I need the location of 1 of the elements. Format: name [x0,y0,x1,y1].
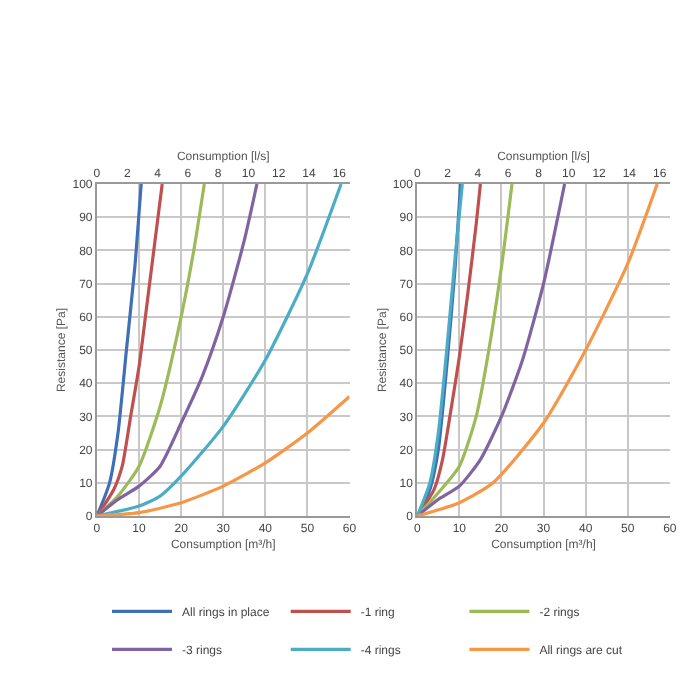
line-series [96,184,343,516]
